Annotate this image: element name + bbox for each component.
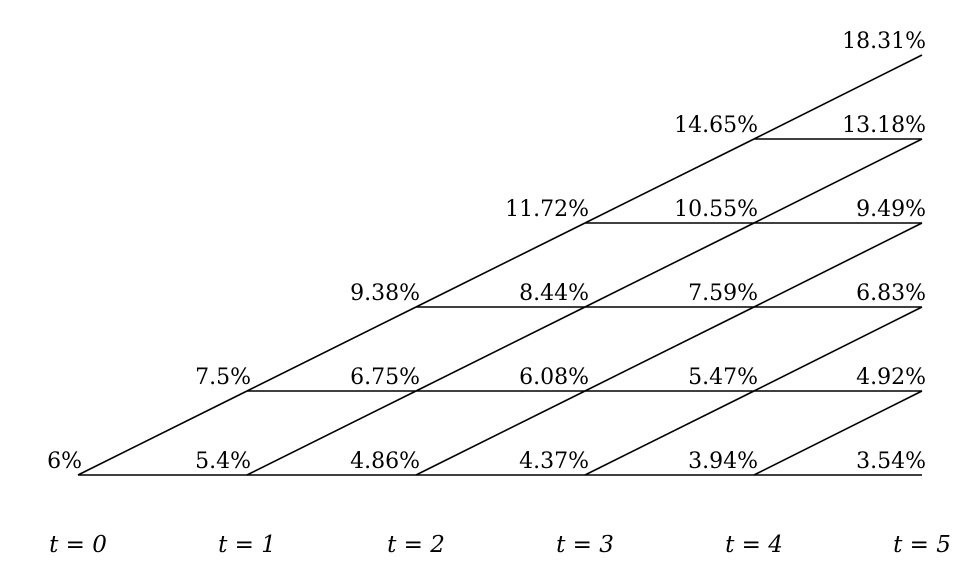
- edge-up-0-0: [77, 390, 248, 476]
- rate-label: 8.44%: [519, 281, 589, 306]
- rate-label: 3.54%: [856, 449, 926, 474]
- time-label-2: t = 2: [387, 532, 445, 558]
- lattice-labels: 6% 5.4% 7.5% 4.86% 6.75% 9.38% 4.37% 6.08% 8.44%…: [47, 29, 926, 474]
- rate-label: 13.18%: [842, 113, 926, 138]
- lattice-edges: [77, 54, 923, 476]
- time-axis-labels: t = 0 t = 1 t = 2 t = 3 t = 4 t = 5: [49, 532, 951, 558]
- edge-up-4-1: [753, 306, 923, 392]
- rate-label: 6.83%: [856, 281, 926, 306]
- rate-label-highlighted: 9.38%: [350, 281, 420, 306]
- edge-up-3-0: [584, 390, 755, 476]
- rate-label: 18.31%: [842, 29, 926, 54]
- rate-label: 7.59%: [688, 281, 758, 306]
- rate-label: 7.5%: [195, 365, 251, 390]
- rate-label: 5.4%: [195, 449, 251, 474]
- edge-up-2-2: [415, 222, 586, 308]
- time-label-1: t = 1: [218, 532, 276, 558]
- rate-label: 6.08%: [519, 365, 589, 390]
- edge-up-4-3: [753, 138, 923, 224]
- edge-up-3-3: [584, 138, 755, 224]
- rate-label: 9.49%: [856, 197, 926, 222]
- rate-label: 5.47%: [688, 365, 758, 390]
- rate-label: 3.94%: [688, 449, 758, 474]
- edge-up-4-2: [753, 222, 923, 308]
- edge-up-4-0: [753, 390, 923, 476]
- time-label-4: t = 4: [725, 532, 783, 558]
- rate-label: 4.92%: [856, 365, 926, 390]
- edge-up-2-1: [415, 306, 586, 392]
- rate-label: 6%: [47, 449, 82, 474]
- time-label-3: t = 3: [556, 532, 614, 558]
- edge-up-1-0: [246, 390, 417, 476]
- time-label-0: t = 0: [49, 532, 107, 558]
- edge-up-2-0: [415, 390, 586, 476]
- edge-up-3-2: [584, 222, 755, 308]
- rate-label: 4.86%: [350, 449, 420, 474]
- rate-label: 6.75%: [350, 365, 420, 390]
- edge-up-3-1: [584, 306, 755, 392]
- rate-label: 14.65%: [674, 113, 758, 138]
- rate-label: 10.55%: [674, 197, 758, 222]
- time-label-5: t = 5: [893, 532, 951, 558]
- rate-label: 11.72%: [505, 197, 589, 222]
- edge-up-4-4: [753, 54, 923, 140]
- rate-label: 4.37%: [519, 449, 589, 474]
- edge-up-1-1: [246, 306, 417, 392]
